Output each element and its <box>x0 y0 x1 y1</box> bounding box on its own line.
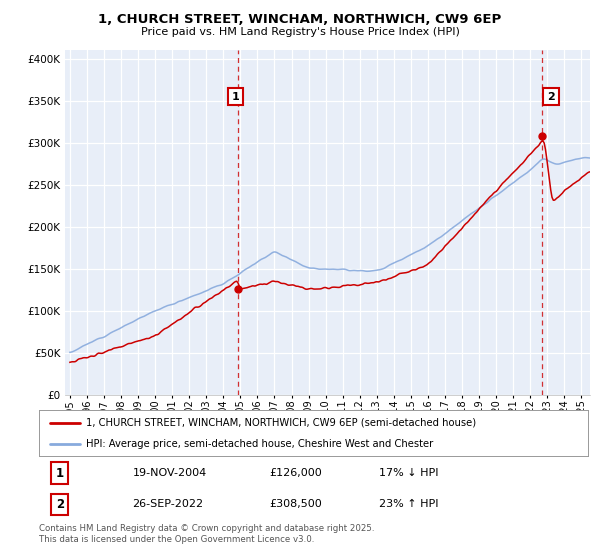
Text: £126,000: £126,000 <box>269 468 322 478</box>
Text: 19-NOV-2004: 19-NOV-2004 <box>133 468 206 478</box>
Text: 2: 2 <box>547 92 554 101</box>
Text: 1, CHURCH STREET, WINCHAM, NORTHWICH, CW9 6EP (semi-detached house): 1, CHURCH STREET, WINCHAM, NORTHWICH, CW… <box>86 418 476 428</box>
Text: 1, CHURCH STREET, WINCHAM, NORTHWICH, CW9 6EP: 1, CHURCH STREET, WINCHAM, NORTHWICH, CW… <box>98 13 502 26</box>
Text: £308,500: £308,500 <box>269 500 322 510</box>
Text: 1: 1 <box>232 92 239 101</box>
Text: 17% ↓ HPI: 17% ↓ HPI <box>379 468 439 478</box>
Text: HPI: Average price, semi-detached house, Cheshire West and Chester: HPI: Average price, semi-detached house,… <box>86 439 433 449</box>
Text: 23% ↑ HPI: 23% ↑ HPI <box>379 500 439 510</box>
Text: Contains HM Land Registry data © Crown copyright and database right 2025.
This d: Contains HM Land Registry data © Crown c… <box>39 524 374 544</box>
Text: 26-SEP-2022: 26-SEP-2022 <box>133 500 203 510</box>
Text: 2: 2 <box>56 498 64 511</box>
Text: Price paid vs. HM Land Registry's House Price Index (HPI): Price paid vs. HM Land Registry's House … <box>140 27 460 37</box>
Text: 1: 1 <box>56 466 64 479</box>
